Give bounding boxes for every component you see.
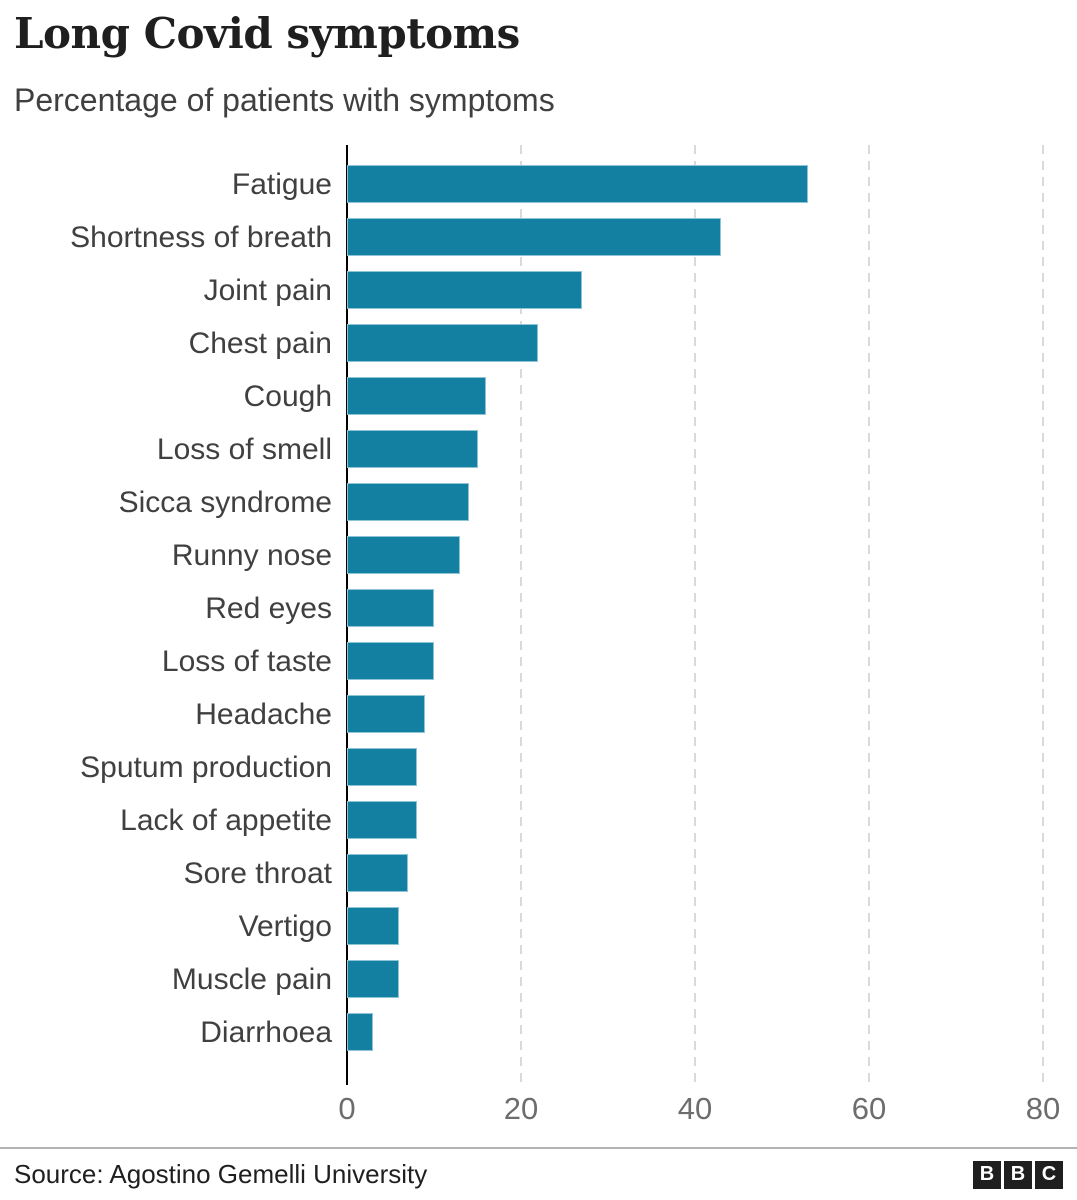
category-label: Sputum production bbox=[80, 750, 332, 784]
table-row: Chest pain bbox=[0, 317, 1077, 370]
bar-track bbox=[347, 1006, 1077, 1059]
bar bbox=[347, 907, 400, 945]
gridline-60 bbox=[868, 145, 870, 1085]
bar bbox=[347, 271, 582, 309]
table-row: Diarrhoea bbox=[0, 1006, 1077, 1059]
bar bbox=[347, 218, 722, 256]
category-label: Sicca syndrome bbox=[118, 485, 332, 519]
bar-track bbox=[347, 635, 1077, 688]
table-row: Shortness of breath bbox=[0, 211, 1077, 264]
category-label: Joint pain bbox=[203, 273, 332, 307]
bar-track bbox=[347, 370, 1077, 423]
gridline-80 bbox=[1042, 145, 1044, 1085]
bar bbox=[347, 165, 809, 203]
x-tick-label: 80 bbox=[1025, 1091, 1061, 1126]
gridline-20 bbox=[520, 145, 522, 1085]
bar-rows: Fatigue Shortness of breath Joint pain Ches… bbox=[0, 158, 1077, 1059]
bar-track bbox=[347, 953, 1077, 1006]
table-row: Loss of taste bbox=[0, 635, 1077, 688]
category-label: Runny nose bbox=[171, 538, 332, 572]
category-label: Chest pain bbox=[188, 326, 332, 360]
source-text: Source: Agostino Gemelli University bbox=[14, 1159, 428, 1189]
bar-track bbox=[347, 847, 1077, 900]
bar bbox=[347, 801, 417, 839]
table-row: Sicca syndrome bbox=[0, 476, 1077, 529]
bar bbox=[347, 483, 469, 521]
bar-track bbox=[347, 158, 1077, 211]
category-label: Sore throat bbox=[183, 856, 332, 890]
bar bbox=[347, 589, 434, 627]
bar-track bbox=[347, 900, 1077, 953]
table-row: Loss of smell bbox=[0, 423, 1077, 476]
bar bbox=[347, 748, 417, 786]
bar-track bbox=[347, 476, 1077, 529]
bar bbox=[347, 854, 408, 892]
table-row: Joint pain bbox=[0, 264, 1077, 317]
table-row: Sore throat bbox=[0, 847, 1077, 900]
bar-track bbox=[347, 741, 1077, 794]
table-row: Headache bbox=[0, 688, 1077, 741]
category-label: Loss of taste bbox=[161, 644, 332, 678]
bar-track bbox=[347, 317, 1077, 370]
x-tick-label: 60 bbox=[851, 1091, 887, 1126]
table-row: Sputum production bbox=[0, 741, 1077, 794]
x-tick-label: 20 bbox=[503, 1091, 539, 1126]
bar bbox=[347, 695, 426, 733]
bar bbox=[347, 960, 400, 998]
bar bbox=[347, 1013, 374, 1051]
bbc-logo-block: B bbox=[973, 1160, 1001, 1189]
gridline-40 bbox=[694, 145, 696, 1085]
category-label: Headache bbox=[195, 697, 332, 731]
category-label: Vertigo bbox=[238, 909, 332, 943]
chart-subtitle: Percentage of patients with symptoms bbox=[14, 82, 555, 118]
table-row: Red eyes bbox=[0, 582, 1077, 635]
bar bbox=[347, 430, 478, 468]
table-row: Runny nose bbox=[0, 529, 1077, 582]
x-tick-label: 0 bbox=[338, 1091, 356, 1126]
category-label: Red eyes bbox=[205, 591, 332, 625]
bar bbox=[347, 377, 487, 415]
category-label: Fatigue bbox=[231, 167, 332, 201]
bar-track bbox=[347, 211, 1077, 264]
x-tick-label: 40 bbox=[677, 1091, 713, 1126]
bbc-logo-block: C bbox=[1035, 1160, 1063, 1189]
category-label: Shortness of breath bbox=[70, 220, 332, 254]
bar-track bbox=[347, 794, 1077, 847]
table-row: Cough bbox=[0, 370, 1077, 423]
x-axis: 0 20 40 60 80 bbox=[0, 1085, 1077, 1135]
category-label: Diarrhoea bbox=[200, 1015, 332, 1049]
table-row: Lack of appetite bbox=[0, 794, 1077, 847]
table-row: Muscle pain bbox=[0, 953, 1077, 1006]
bbc-logo-block: B bbox=[1004, 1160, 1032, 1189]
bar-chart-plot: Fatigue Shortness of breath Joint pain Ches… bbox=[0, 145, 1077, 1085]
category-label: Cough bbox=[243, 379, 332, 413]
bar-track bbox=[347, 529, 1077, 582]
bar bbox=[347, 324, 539, 362]
chart-title: Long Covid symptoms bbox=[14, 9, 520, 58]
table-row: Fatigue bbox=[0, 158, 1077, 211]
bar bbox=[347, 642, 434, 680]
category-label: Muscle pain bbox=[171, 962, 332, 996]
bar-track bbox=[347, 688, 1077, 741]
category-label: Lack of appetite bbox=[120, 803, 332, 837]
bar-track bbox=[347, 582, 1077, 635]
category-label: Loss of smell bbox=[156, 432, 332, 466]
bar-track bbox=[347, 264, 1077, 317]
bar-track bbox=[347, 423, 1077, 476]
bar bbox=[347, 536, 461, 574]
table-row: Vertigo bbox=[0, 900, 1077, 953]
